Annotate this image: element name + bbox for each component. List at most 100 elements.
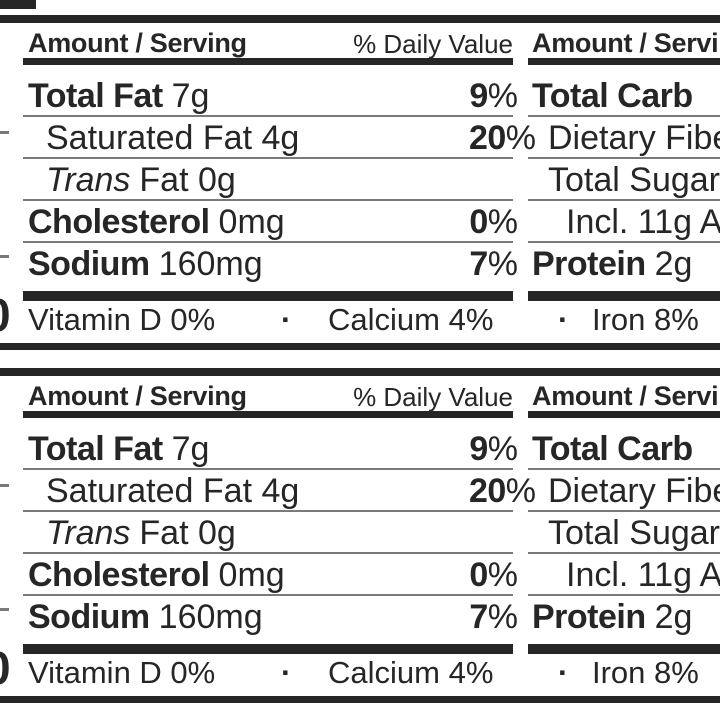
row-total-sugars: Total Sugar bbox=[530, 160, 720, 200]
nutrition-panel-1: Amount / Serving % Daily Value Amount / … bbox=[0, 15, 720, 355]
daily-value-cholesterol: 0% bbox=[469, 556, 518, 594]
row-protein: Protein 2g bbox=[530, 244, 720, 284]
bullet-separator: · bbox=[281, 302, 292, 337]
daily-value-sodium: 7% bbox=[469, 598, 518, 636]
nutrient-name: Total Fat bbox=[28, 430, 163, 468]
nutrient-name-italic: Trans bbox=[46, 514, 131, 552]
row-saturated-fat: Saturated Fat 4g 20% bbox=[23, 118, 536, 158]
nutrient-qty: 2g bbox=[654, 598, 693, 636]
left-edge-tick bbox=[0, 484, 9, 487]
nutrient-name: Cholesterol bbox=[28, 203, 210, 241]
row-sodium: Sodium 160mg 7% bbox=[23, 597, 518, 637]
row-added-sugars: Incl. 11g A bbox=[530, 555, 720, 595]
row-total-fat: Total Fat 7g 9% bbox=[23, 76, 518, 116]
panel-bottom-border bbox=[0, 343, 720, 350]
row-dietary-fiber: Dietary Fibe bbox=[530, 471, 720, 511]
nutrient-name: Dietary Fibe bbox=[548, 472, 720, 510]
section-bar-left bbox=[23, 291, 513, 301]
nutrient-name: Dietary Fibe bbox=[548, 119, 720, 157]
row-divider bbox=[528, 552, 720, 554]
panel-top-border bbox=[0, 368, 720, 376]
partial-calories-digit: 0 bbox=[0, 645, 11, 691]
row-dietary-fiber: Dietary Fibe bbox=[530, 118, 720, 158]
row-divider bbox=[528, 510, 720, 512]
row-divider bbox=[23, 199, 513, 201]
row-cholesterol: Cholesterol 0mg 0% bbox=[23, 202, 518, 242]
nutrient-name: Saturated Fat 4g bbox=[46, 119, 300, 157]
row-protein: Protein 2g bbox=[530, 597, 720, 637]
nutrient-qty: Fat 0g bbox=[139, 161, 236, 199]
header-rule-right bbox=[528, 58, 720, 65]
header-rule-right bbox=[528, 411, 720, 418]
daily-value-cholesterol: 0% bbox=[469, 203, 518, 241]
nutrient-name: Sodium bbox=[28, 245, 150, 283]
nutrient-qty: 2g bbox=[654, 245, 693, 283]
header-amount-serving-right: Amount / Serving bbox=[532, 28, 720, 58]
nutrient-name: Total Carb bbox=[532, 430, 693, 468]
row-divider bbox=[528, 115, 720, 117]
daily-value-saturated-fat: 20% bbox=[468, 472, 536, 510]
row-trans-fat: Trans Fat 0g bbox=[23, 160, 536, 200]
partial-calories-digit: 0 bbox=[0, 292, 11, 338]
panel-bottom-border bbox=[0, 696, 720, 703]
panel-top-border bbox=[0, 15, 720, 23]
row-divider bbox=[23, 468, 513, 470]
header-daily-value: % Daily Value bbox=[353, 382, 513, 412]
header-rule-left bbox=[23, 58, 513, 65]
nutrient-name: Protein bbox=[532, 598, 646, 636]
left-edge-tick bbox=[0, 131, 9, 134]
header-rule-left bbox=[23, 411, 513, 418]
section-bar-right bbox=[528, 644, 720, 654]
row-trans-fat: Trans Fat 0g bbox=[23, 513, 536, 553]
row-total-carbohydrate: Total Carb bbox=[530, 429, 720, 469]
row-divider bbox=[528, 468, 720, 470]
bullet-separator: · bbox=[558, 655, 569, 690]
footer-vitamin-d: Vitamin D 0% bbox=[28, 655, 216, 690]
nutrition-panel-2: Amount / Serving % Daily Value Amount / … bbox=[0, 368, 720, 708]
row-divider bbox=[23, 241, 513, 243]
row-total-fat: Total Fat 7g 9% bbox=[23, 429, 518, 469]
nutrient-name: Sodium bbox=[28, 598, 150, 636]
footer-calcium: Calcium 4% bbox=[328, 302, 494, 337]
row-total-carbohydrate: Total Carb bbox=[530, 76, 720, 116]
nutrient-name: Total Carb bbox=[532, 77, 693, 115]
nutrient-qty: 7g bbox=[171, 77, 210, 115]
nutrient-name: Saturated Fat 4g bbox=[46, 472, 300, 510]
nutrient-name: Total Fat bbox=[28, 77, 163, 115]
row-divider bbox=[528, 241, 720, 243]
left-edge-tick bbox=[0, 608, 9, 611]
footer-calcium: Calcium 4% bbox=[328, 655, 494, 690]
nutrient-qty: 0mg bbox=[218, 203, 285, 241]
header-amount-serving: Amount / Serving bbox=[28, 28, 247, 58]
nutrient-name: Incl. 11g A bbox=[566, 556, 720, 594]
cropped-black-corner bbox=[0, 0, 36, 9]
row-added-sugars: Incl. 11g A bbox=[530, 202, 720, 242]
row-cholesterol: Cholesterol 0mg 0% bbox=[23, 555, 518, 595]
daily-value-saturated-fat: 20% bbox=[468, 119, 536, 157]
footer-iron: Iron 8% bbox=[592, 302, 699, 337]
row-divider bbox=[23, 510, 513, 512]
nutrient-qty: Fat 0g bbox=[139, 514, 236, 552]
daily-value-total-fat: 9% bbox=[469, 77, 518, 115]
nutrient-qty: 7g bbox=[171, 430, 210, 468]
left-edge-tick bbox=[0, 255, 9, 258]
row-divider bbox=[528, 157, 720, 159]
row-divider bbox=[528, 594, 720, 596]
nutrient-name-italic: Trans bbox=[46, 161, 131, 199]
row-sodium: Sodium 160mg 7% bbox=[23, 244, 518, 284]
section-bar-left bbox=[23, 644, 513, 654]
row-divider bbox=[23, 115, 513, 117]
daily-value-sodium: 7% bbox=[469, 245, 518, 283]
footer-iron: Iron 8% bbox=[592, 655, 699, 690]
nutrient-qty: 0mg bbox=[218, 556, 285, 594]
section-bar-right bbox=[528, 291, 720, 301]
row-saturated-fat: Saturated Fat 4g 20% bbox=[23, 471, 536, 511]
row-divider bbox=[528, 199, 720, 201]
nutrient-name: Protein bbox=[532, 245, 646, 283]
nutrient-qty: 160mg bbox=[158, 245, 263, 283]
header-daily-value: % Daily Value bbox=[353, 29, 513, 59]
row-total-sugars: Total Sugar bbox=[530, 513, 720, 553]
nutrient-name: Cholesterol bbox=[28, 556, 210, 594]
nutrient-name: Total Sugar bbox=[548, 514, 720, 552]
